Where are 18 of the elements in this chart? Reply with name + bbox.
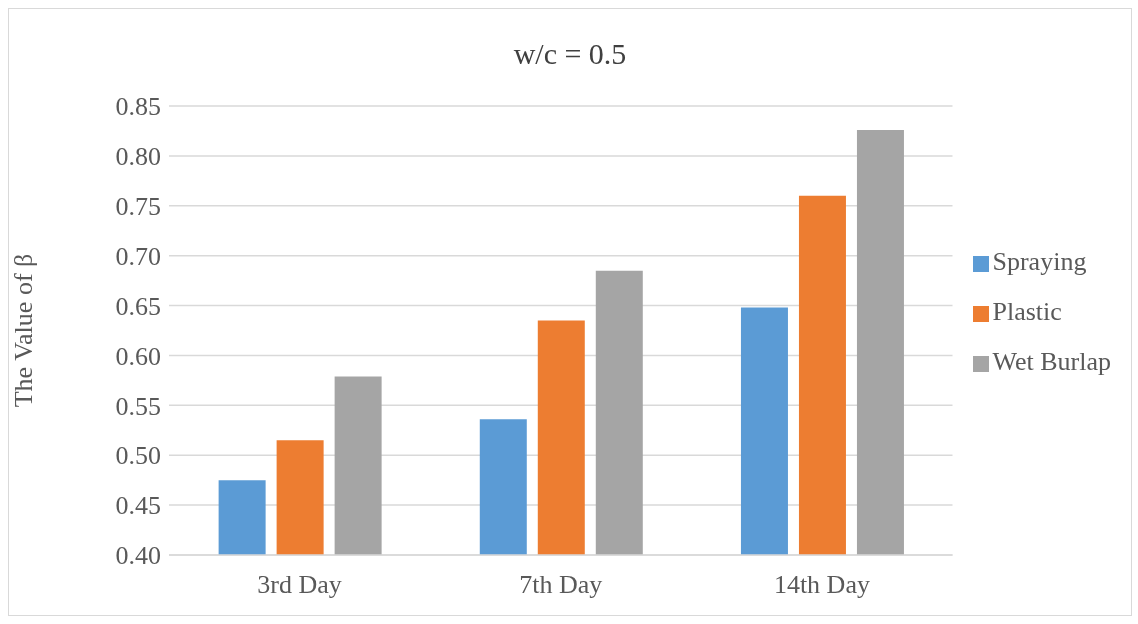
y-tick-label: 0.80 [115, 142, 161, 172]
x-tick-label: 3rd Day [257, 570, 342, 600]
y-axis-title: The Value of β [9, 253, 39, 408]
legend-label: Spraying [992, 247, 1087, 276]
y-tick-label: 0.60 [115, 341, 161, 371]
y-tick-label: 0.75 [115, 192, 161, 222]
legend-label: Wet Burlap [992, 347, 1111, 376]
y-tick-label: 0.85 [115, 92, 161, 122]
y-tick-label: 0.55 [115, 391, 161, 421]
x-tick-label: 7th Day [519, 570, 603, 600]
y-tick-label: 0.70 [115, 241, 161, 271]
y-tick-label: 0.40 [115, 541, 161, 571]
y-tick-label: 0.45 [115, 491, 161, 521]
y-tick-label: 0.65 [115, 291, 161, 321]
y-tick-label: 0.50 [115, 441, 161, 471]
x-tick-label: 14th Day [773, 570, 870, 600]
chart-title: w/c = 0.5 [512, 37, 628, 71]
legend-label: Plastic [992, 297, 1062, 326]
